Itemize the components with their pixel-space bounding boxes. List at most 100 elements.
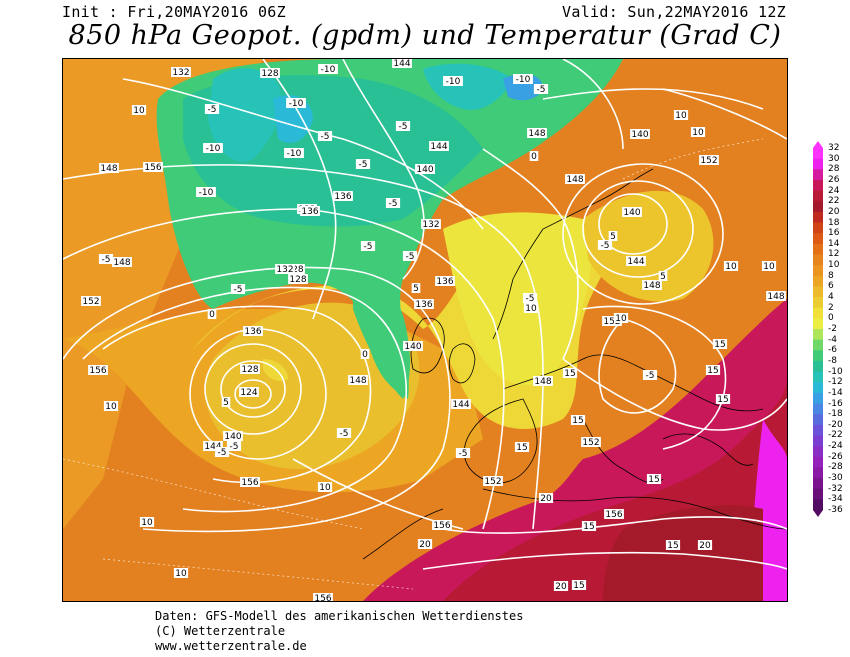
- temperature-label: 5: [660, 272, 666, 282]
- temperature-label: 10: [525, 304, 537, 314]
- temperature-label: 15: [707, 366, 718, 376]
- colorbar-tick-label: 16: [828, 228, 840, 239]
- geopotential-label-background: [240, 477, 260, 487]
- footer-website: www.wetterzentrale.de: [155, 639, 307, 653]
- geopotential-label: 156: [314, 594, 331, 601]
- temperature-colorbar: [813, 141, 823, 517]
- geopotential-label: 144: [393, 59, 410, 69]
- colorbar-segment: [813, 243, 823, 255]
- temperature-label-background: [98, 254, 114, 264]
- temperature-label: -5: [399, 122, 408, 132]
- colorbar-segment: [813, 467, 823, 479]
- temperature-label-background: [665, 540, 681, 550]
- geopotential-label-background: [171, 67, 191, 77]
- colorbar-tick-label: -22: [828, 430, 843, 441]
- temperature-label: 15: [648, 475, 659, 485]
- temperature-label-background: [514, 442, 530, 452]
- colorbar-segment: [813, 148, 823, 160]
- temperature-label-background: [715, 394, 731, 404]
- temperature-label-background: [417, 539, 433, 549]
- temperature-label-background: [522, 293, 538, 303]
- geopotential-label-background: [99, 163, 119, 173]
- colorbar-top-arrow: [813, 141, 823, 148]
- geopotential-label: 128: [286, 265, 303, 275]
- temperature-label: 10: [615, 314, 627, 324]
- colorbar-tick-label: 20: [828, 206, 840, 217]
- colorbar-tick-label: -28: [828, 462, 843, 473]
- geopotential-label: 132: [172, 68, 189, 78]
- geopotential-label: 152: [700, 156, 717, 166]
- temperature-label: 5: [223, 398, 229, 408]
- temperature-label: 15: [717, 395, 728, 405]
- temperature-label-background: [411, 283, 421, 293]
- colorbar-tick-label: -10: [828, 366, 843, 377]
- temperature-label-background: [402, 251, 418, 261]
- geopotential-label-background: [143, 162, 163, 172]
- temperature-label: -5: [218, 448, 227, 458]
- geopotential-label: 156: [433, 521, 450, 531]
- colorbar-segment: [813, 318, 823, 330]
- temperature-label: -5: [340, 429, 349, 439]
- temperature-label: 10: [175, 569, 187, 579]
- geopotential-label-background: [300, 206, 320, 216]
- colorbar-tick-label: 30: [828, 153, 840, 164]
- geopotential-label: 136: [334, 192, 351, 202]
- colorbar-segment: [813, 190, 823, 202]
- geopotential-label: 156: [89, 366, 106, 376]
- colorbar-segment: [813, 382, 823, 394]
- temperature-label: 0: [209, 310, 215, 320]
- geopotential-label-background: [260, 68, 280, 78]
- geopotential-label: 148: [349, 376, 366, 386]
- geopotential-label-background: [223, 431, 243, 441]
- temperature-label: -5: [359, 160, 368, 170]
- geopotential-label: 140: [404, 342, 421, 352]
- geopotential-label-background: [243, 326, 263, 336]
- temperature-label-background: [597, 240, 613, 250]
- geopotential-label-background: [285, 264, 305, 274]
- geopotential-label: 140: [416, 165, 433, 175]
- geopotential-label-background: [533, 376, 553, 386]
- colorbar-tick-label: -26: [828, 451, 843, 462]
- colorbar-tick-label: 10: [828, 260, 840, 271]
- temperature-label-background: [139, 517, 155, 527]
- temperature-label: 10: [105, 402, 117, 412]
- colorbar-tick-label: 0: [828, 313, 834, 324]
- colorbar-segment: [813, 307, 823, 319]
- temperature-label: -10: [289, 99, 304, 109]
- temperature-label-background: [317, 482, 333, 492]
- temperature-label: -10: [516, 75, 531, 85]
- temperature-label: 10: [141, 518, 153, 528]
- geopotential-label: 148: [528, 129, 545, 139]
- temperature-label: -5: [601, 241, 610, 251]
- temperature-label-background: [761, 261, 777, 271]
- geopotential-label-background: [626, 256, 646, 266]
- colorbar-bottom-arrow: [813, 510, 823, 517]
- geopotential-label-background: [432, 520, 452, 530]
- geopotential-label-background: [602, 316, 622, 326]
- geopotential-label-background: [112, 257, 132, 267]
- temperature-label-background: [355, 159, 371, 169]
- temperature-label-background: [131, 105, 147, 115]
- temperature-label: 15: [583, 522, 594, 532]
- geopotential-label-background: [421, 219, 441, 229]
- temperature-label: -10: [287, 149, 302, 159]
- temperature-label: 0: [362, 350, 368, 360]
- geopotential-label-background: [203, 441, 223, 451]
- weather-map: 1281281281321321321321281281361361361361…: [62, 58, 788, 602]
- colorbar-segment: [813, 297, 823, 309]
- colorbar-segment: [813, 446, 823, 458]
- colorbar-tick-label: 22: [828, 196, 840, 207]
- colorbar-tick-label: -34: [828, 494, 843, 505]
- temperature-label: -5: [321, 132, 330, 142]
- colorbar-tick-label: 14: [828, 238, 840, 249]
- geopotential-label: 128: [261, 69, 278, 79]
- temperature-label-background: [658, 271, 668, 281]
- colorbar-segment: [813, 222, 823, 234]
- temperature-label-background: [196, 187, 216, 197]
- temperature-label: -10: [446, 77, 461, 87]
- geopotential-label: 136: [415, 300, 432, 310]
- temperature-label-background: [385, 198, 401, 208]
- temperature-label-background: [204, 104, 220, 114]
- colorbar-tick-label: 26: [828, 174, 840, 185]
- temperature-label-background: [705, 365, 721, 375]
